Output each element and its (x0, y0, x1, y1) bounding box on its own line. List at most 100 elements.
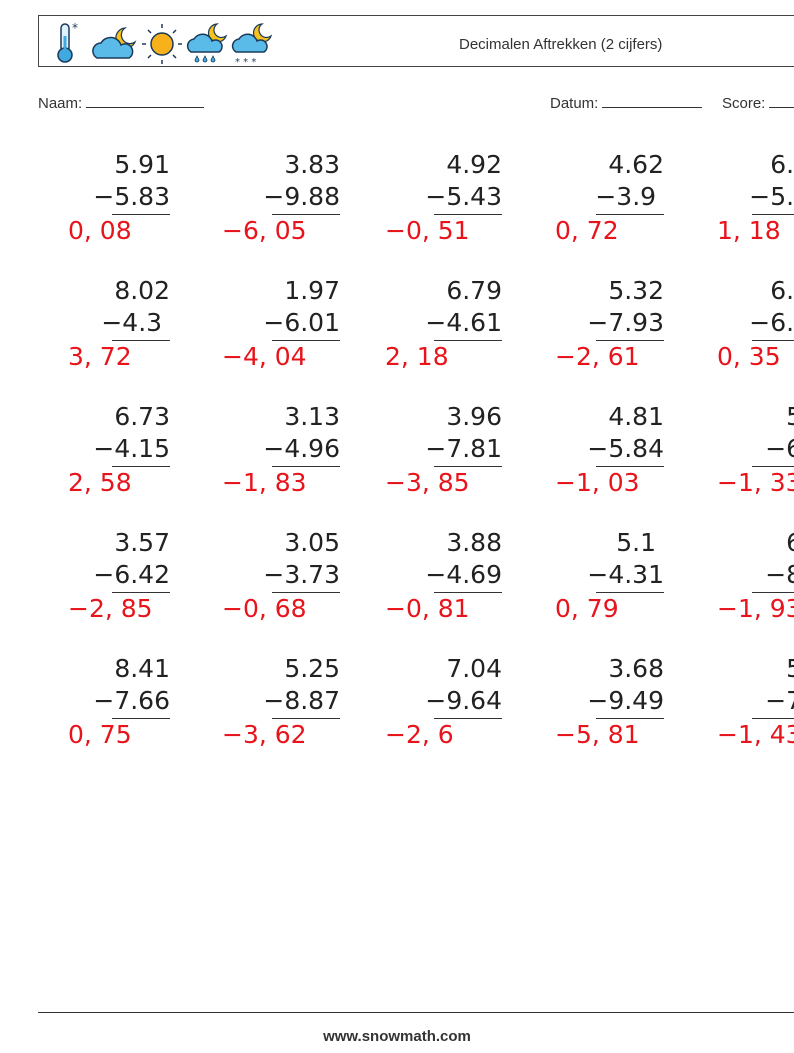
answer: 0, 08 (68, 216, 132, 245)
problem-item: 5.91 −5.83 0, 08 (20, 152, 170, 262)
problem-item: 3.68 −9.49 −5, 81 (514, 656, 664, 766)
problem-item: 5.25 −8.87 −3, 62 (190, 656, 340, 766)
answer-rule (752, 718, 794, 719)
answer: 1, 18 (717, 216, 781, 245)
page-title: Decimalen Aftrekken (2 cijfers) (459, 36, 663, 53)
answer: −2, 6 (385, 720, 454, 749)
answer-rule (434, 718, 502, 719)
minuend: 3.83 (284, 150, 340, 179)
footer-site: www.snowmath.com (323, 1028, 471, 1045)
answer: −2, 61 (555, 342, 640, 371)
answer-rule (272, 718, 340, 719)
answer: −1, 93 (717, 594, 794, 623)
answer-rule (112, 718, 170, 719)
problem-item: 6.73 −4.15 2, 58 (20, 404, 170, 514)
subtrahend: −3.73 (263, 560, 340, 589)
answer-rule (752, 214, 794, 215)
subtrahend: −4.69 (425, 560, 502, 589)
problem-item: 5.1 −4.31 0, 79 (514, 530, 664, 640)
problem-item: 4.62 −3.9 0, 72 (514, 152, 664, 262)
subtrahend: −5.0 (749, 182, 794, 211)
subtrahend: −6.1 (749, 308, 794, 337)
answer-rule (434, 340, 502, 341)
name-label: Naam: (38, 95, 83, 112)
answer: −1, 43 (717, 720, 794, 749)
subtrahend: −3.9 (595, 182, 664, 211)
score-field: Score: (722, 93, 794, 112)
minuend: 3.68 (608, 654, 664, 683)
minuend: 7.04 (446, 654, 502, 683)
subtrahend: −6. (765, 434, 794, 463)
subtrahend: −4.61 (425, 308, 502, 337)
subtrahend: −8. (765, 560, 794, 589)
minuend: 6.79 (446, 276, 502, 305)
worksheet-header: * (38, 15, 794, 67)
date-blank (602, 93, 703, 108)
minuend: 4.92 (446, 150, 502, 179)
subtrahend: −9.88 (263, 182, 340, 211)
minuend: 6.73 (114, 402, 170, 431)
problem-item: 3.05 −3.73 −0, 68 (190, 530, 340, 640)
minuend: 4.62 (608, 150, 664, 179)
svg-text:*: * (72, 21, 78, 35)
subtrahend: −4.3 (101, 308, 170, 337)
problem-item: 6.79 −4.61 2, 18 (352, 278, 502, 388)
date-label: Datum: (550, 95, 599, 112)
subtrahend: −5.84 (587, 434, 664, 463)
subtrahend: −7.93 (587, 308, 664, 337)
problem-item: 6.5 −6.1 0, 35 (660, 278, 794, 388)
problem-item: 5.32 −7.93 −2, 61 (514, 278, 664, 388)
answer-rule (112, 592, 170, 593)
minuend: 5. (786, 404, 794, 429)
answer-rule (434, 592, 502, 593)
minuend: 3.05 (284, 528, 340, 557)
minuend: 6.2 (770, 150, 794, 179)
problem-item: 8.02 −4.3 3, 72 (20, 278, 170, 388)
problem-item: 6.2 −5.0 1, 18 (660, 152, 794, 262)
answer-rule (434, 214, 502, 215)
subtrahend: −6.42 (93, 560, 170, 589)
answer: −3, 85 (385, 468, 470, 497)
answer: 0, 79 (555, 594, 619, 623)
cloud-moon-icon (92, 27, 137, 59)
minuend: 3.88 (446, 528, 502, 557)
minuend: 8.02 (114, 276, 170, 305)
answer: −3, 62 (222, 720, 307, 749)
minuend: 3.96 (446, 402, 502, 431)
answer: 3, 72 (68, 342, 132, 371)
subtrahend: −9.64 (425, 686, 502, 715)
score-blank (769, 93, 794, 108)
answer-rule (596, 718, 664, 719)
minuend: 5.32 (608, 276, 664, 305)
subtrahend: −5.43 (425, 182, 502, 211)
problem-item: 4.92 −5.43 −0, 51 (352, 152, 502, 262)
answer-rule (596, 592, 664, 593)
minuend: 5.1 (616, 528, 664, 557)
subtrahend: −6.01 (263, 308, 340, 337)
problem-item: 8.41 −7.66 0, 75 (20, 656, 170, 766)
answer-rule (752, 466, 794, 467)
thermometer-icon: * (57, 21, 78, 63)
minuend: 3.13 (284, 402, 340, 431)
answer-rule (596, 214, 664, 215)
answer: −1, 33 (717, 468, 794, 497)
problem-item: 1.97 −6.01 −4, 04 (190, 278, 340, 388)
score-label: Score: (722, 95, 766, 112)
answer-rule (272, 340, 340, 341)
rain-cloud-icon (186, 23, 228, 63)
problem-item: 7.04 −9.64 −2, 6 (352, 656, 502, 766)
subtrahend: −8.87 (263, 686, 340, 715)
answer: −6, 05 (222, 216, 307, 245)
subtrahend: −5.83 (93, 182, 170, 211)
sun-icon (142, 24, 182, 64)
minuend: 8.41 (114, 654, 170, 683)
problem-item: 3.57 −6.42 −2, 85 (20, 530, 170, 640)
problem-item: 3.88 −4.69 −0, 81 (352, 530, 502, 640)
minuend: 5. (786, 656, 794, 681)
answer: 0, 35 (717, 342, 781, 371)
subtrahend: −7.81 (425, 434, 502, 463)
subtrahend: −4.31 (587, 560, 664, 589)
minuend: 6.5 (770, 276, 794, 305)
subtrahend: −7. (765, 686, 794, 715)
answer: −0, 51 (385, 216, 470, 245)
